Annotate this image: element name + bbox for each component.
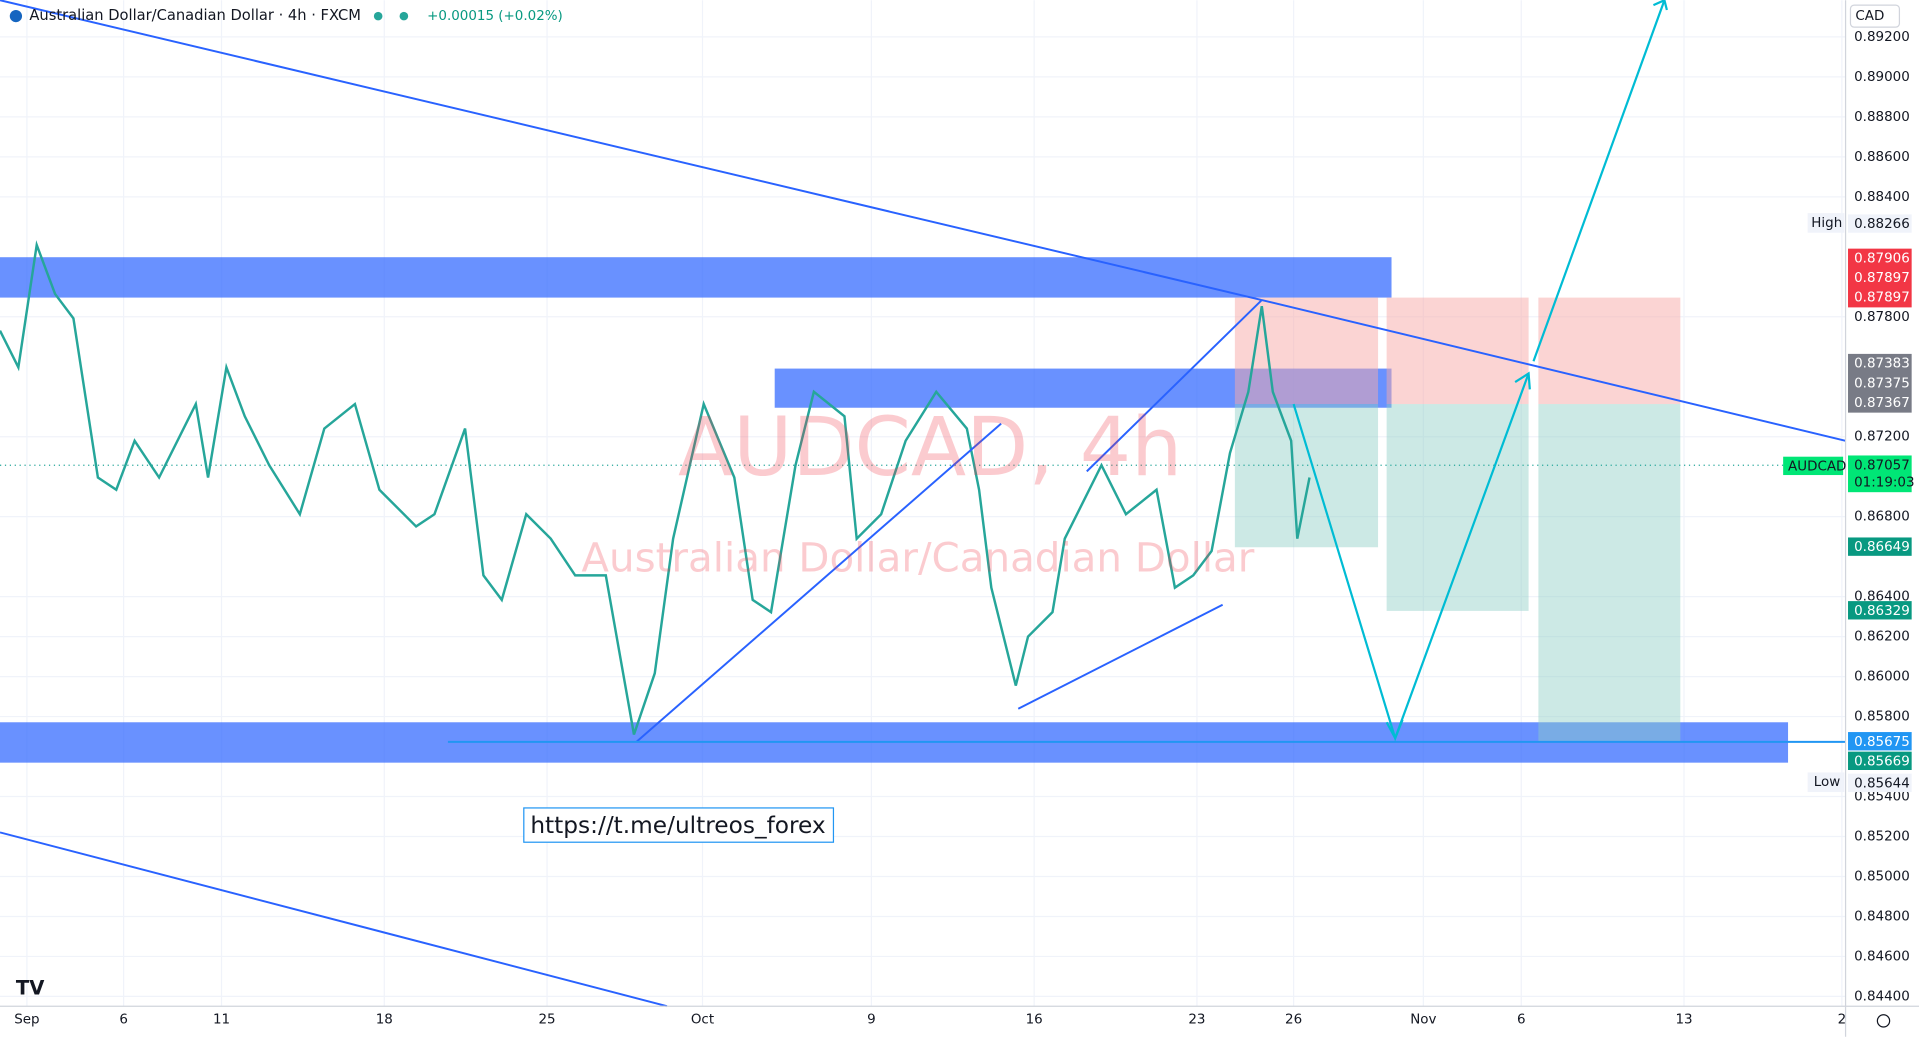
time-tick-label: Nov — [1410, 1013, 1436, 1028]
badge — [1848, 214, 1912, 233]
target-price: 0.86649 — [1854, 540, 1910, 555]
price-tick-label: 0.84600 — [1854, 949, 1910, 964]
time-tick-label: 6 — [119, 1013, 128, 1028]
price-tick-label: 0.87200 — [1854, 430, 1910, 445]
time-tick-label: Sep — [14, 1013, 39, 1028]
badge — [1807, 213, 1845, 233]
target-price: 0.86329 — [1854, 604, 1910, 619]
trendline[interactable] — [1017, 603, 1224, 710]
countdown: 01:19:03 — [1854, 475, 1914, 490]
price-path — [0, 240, 1311, 735]
stop-box[interactable] — [1538, 297, 1681, 405]
low-price: 0.85644 — [1854, 776, 1910, 791]
badge — [1848, 601, 1912, 620]
watermark-name: Australian Dollar/Canadian Dollar — [581, 535, 1254, 582]
price-tick-label: 0.89000 — [1854, 70, 1910, 85]
entry-price: 0.87383 — [1854, 357, 1910, 372]
time-tick-label: 9 — [867, 1013, 876, 1028]
tv-logo: TV — [16, 977, 45, 1000]
price-tick-label: 0.85800 — [1854, 710, 1910, 725]
badge — [1807, 772, 1845, 793]
target-box[interactable] — [1538, 404, 1681, 742]
stop-box[interactable] — [1386, 297, 1529, 405]
line-price: 0.85675 — [1854, 735, 1910, 750]
price-tick-label: 0.86400 — [1854, 590, 1910, 605]
time-tick-label: 18 — [376, 1013, 393, 1028]
status-dot — [373, 11, 383, 21]
price-tick-label: 0.89200 — [1854, 30, 1910, 45]
time-tick-label: 23 — [1188, 1013, 1205, 1028]
low-label: Low — [1814, 775, 1841, 790]
price-tick-label: 0.86000 — [1854, 670, 1910, 685]
price-ticks: 0.89200 0.89000 0.88800 0.88600 0.88400 0.878… — [1854, 30, 1910, 1005]
price-tick-label: 0.86800 — [1854, 510, 1910, 525]
time-ticks: Sep 6 11 18 25 Oct 9 16 23 26 Nov 6 13 2 — [14, 1013, 1846, 1028]
entry-price: 0.87375 — [1854, 376, 1910, 391]
badge — [1848, 248, 1912, 308]
time-tick-label: 2 — [1838, 1013, 1847, 1028]
symbol-label: AUDCAD — [1788, 459, 1846, 474]
high-price: 0.88266 — [1854, 217, 1910, 232]
watermark-ticker: AUDCAD, 4h — [678, 401, 1182, 495]
link[interactable]: https://t.me/ultreos_forex — [530, 812, 825, 839]
line-price: 0.85669 — [1854, 754, 1910, 769]
status-dot — [399, 11, 409, 21]
projection[interactable] — [1292, 0, 1668, 742]
price-tick-label: 0.87800 — [1854, 310, 1910, 325]
price-tick-label: 0.88800 — [1854, 110, 1910, 125]
stop-price: 0.87897 — [1854, 291, 1910, 306]
price-tick-label: 0.88400 — [1854, 190, 1910, 205]
position-boxes — [1234, 297, 1681, 742]
flag-icon — [9, 9, 23, 23]
price-tick-label: 0.84800 — [1854, 909, 1910, 924]
last-price: 0.87057 — [1854, 458, 1910, 473]
currency[interactable]: CAD — [1855, 9, 1884, 24]
settings-icon[interactable] — [1876, 1014, 1891, 1028]
time-tick-label: 26 — [1285, 1013, 1302, 1028]
time-tick-label: 11 — [213, 1013, 230, 1028]
time-tick-label: 25 — [538, 1013, 555, 1028]
trendline[interactable] — [0, 831, 668, 1008]
badge — [1783, 456, 1844, 476]
target-box[interactable] — [1234, 404, 1379, 548]
time-tick-label: 13 — [1675, 1013, 1692, 1028]
target-box[interactable] — [1386, 404, 1529, 611]
badge — [1848, 537, 1912, 556]
symbol-title[interactable]: Australian Dollar/Canadian Dollar · 4h ·… — [29, 7, 361, 24]
time-tick-label: 16 — [1026, 1013, 1043, 1028]
stop-price: 0.87897 — [1854, 271, 1910, 286]
trendline[interactable] — [635, 422, 1002, 743]
stop-price: 0.87906 — [1854, 251, 1910, 266]
badge — [1848, 751, 1912, 771]
price-tick-label: 0.86200 — [1854, 630, 1910, 645]
price-tick-label: 0.84400 — [1854, 989, 1910, 1004]
currency-button[interactable] — [1849, 4, 1901, 28]
badge — [1848, 773, 1912, 793]
price-badges: High 0.88266 0.87906 0.87897 0.87897 0.8… — [1783, 213, 1915, 793]
high-label: High — [1811, 216, 1842, 231]
change: +0.00015 (+0.02%) — [427, 9, 563, 24]
supply-zone[interactable] — [0, 257, 1392, 298]
trendlines — [0, 0, 1846, 1008]
stop-box[interactable] — [1234, 297, 1379, 405]
badge — [1848, 732, 1912, 751]
price-tick-label: 0.85400 — [1854, 790, 1910, 805]
badge — [1848, 353, 1912, 413]
link-box[interactable] — [523, 807, 835, 843]
price-tick-label: 0.85000 — [1854, 869, 1910, 884]
price-tick-label: 0.88600 — [1854, 150, 1910, 165]
trendline[interactable] — [0, 0, 1263, 301]
price-tick-label: 0.85200 — [1854, 830, 1910, 845]
trendline[interactable] — [1086, 299, 1263, 473]
time-tick-label: Oct — [691, 1013, 714, 1028]
time-tick-label: 6 — [1517, 1013, 1526, 1028]
trendline[interactable] — [1261, 299, 1846, 442]
entry-price: 0.87367 — [1854, 396, 1910, 411]
badge — [1848, 455, 1912, 493]
